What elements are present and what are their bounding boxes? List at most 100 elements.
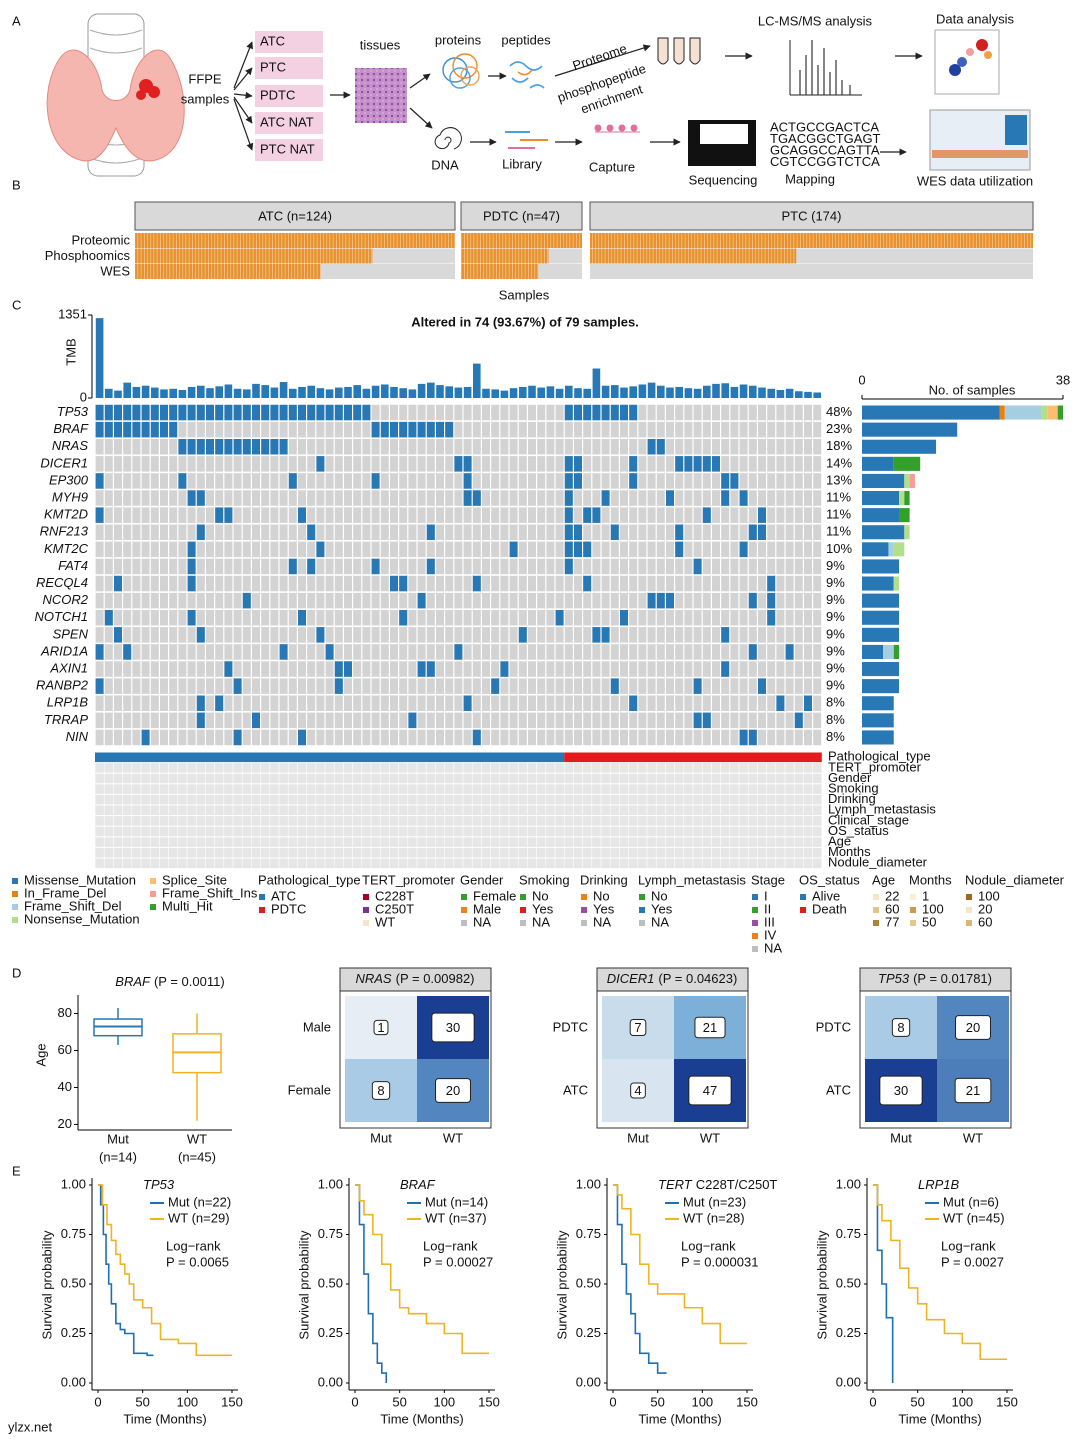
empty-cell [804,439,812,455]
track-cell [380,858,390,869]
track-cell [380,847,390,858]
track-cell [785,826,794,837]
legend-swatch [752,946,758,952]
track-cell [500,805,509,816]
empty-cell [150,592,159,609]
track-cell [132,805,141,816]
empty-cell [629,421,638,438]
empty-cell [150,524,159,540]
tmb-bar [583,388,591,398]
empty-cell [224,490,233,506]
y-tick-label: 1.00 [836,1176,861,1191]
track-cell [500,847,509,858]
track-cell [141,773,150,784]
empty-cell [730,404,739,421]
empty-cell [178,456,187,472]
legend-title: Gender [460,872,504,887]
track-cell [435,763,445,773]
mutation-cell [187,541,196,558]
track-cell [693,805,702,816]
track-cell [518,816,528,826]
gene-label: SPEN [53,626,89,641]
mutation-cell [233,729,242,746]
empty-cell [141,678,150,694]
legend-title: Smoking [519,872,570,887]
mutation-cell [307,404,316,421]
plot-title: TP53 [143,1177,175,1192]
empty-cell [187,627,196,643]
track-cell [371,816,380,826]
coverage-bar [461,233,582,248]
track-cell [573,805,583,816]
track-cell [417,794,426,805]
empty-cell [472,558,481,575]
track-cell [288,763,298,773]
survival-curve [873,1184,894,1383]
track-cell [297,784,307,794]
empty-cell [408,661,417,677]
mutation-cell [702,507,711,523]
track-cell [720,847,730,858]
empty-cell [196,644,205,660]
track-cell [288,858,298,869]
row-label: PDTC [553,1019,588,1034]
mutation-cell [620,610,628,626]
empty-cell [123,610,132,626]
empty-cell [150,729,159,746]
track-cell [555,837,564,847]
empty-cell [500,712,509,729]
empty-cell [748,456,757,472]
empty-cell [95,610,104,626]
tmb-bar [105,388,113,398]
empty-cell [307,644,316,660]
empty-cell [288,490,297,506]
track-cell [454,816,463,826]
empty-cell [344,439,352,455]
empty-cell [601,558,610,575]
tmb-bar [528,385,536,398]
sample-count-bar [893,456,921,471]
empty-cell [344,729,352,746]
legend-label: 77 [885,914,899,929]
track-label: Lymph_metastasis [828,802,936,817]
track-cell [619,816,629,826]
track-cell [95,763,104,773]
track-cell [665,805,675,816]
track-cell [168,794,178,805]
empty-cell [500,541,509,558]
empty-cell [408,695,417,711]
empty-cell [647,695,656,711]
mutation-cell [620,404,628,421]
empty-cell [270,695,279,711]
track-cell [316,805,325,816]
gene-percent: 23% [826,421,852,436]
empty-cell [629,661,638,677]
tmb-tick-label: 1351 [58,306,87,321]
empty-cell [638,541,647,558]
track-cell [766,794,776,805]
track-cell [812,805,822,816]
track-cell [352,847,362,858]
empty-cell [132,644,141,660]
empty-cell [123,524,132,540]
empty-cell [555,558,564,575]
track-cell [297,816,307,826]
empty-cell [123,592,132,609]
empty-cell [702,524,711,540]
track-cell [260,837,270,847]
mutation-cell [123,644,132,660]
empty-cell [574,712,582,729]
empty-cell [307,575,316,592]
empty-cell [196,575,205,592]
empty-cell [114,678,122,694]
track-cell [306,826,316,837]
empty-cell [426,490,435,506]
track-cell [573,794,583,805]
empty-cell [592,421,601,438]
y-tick-label: 0.00 [318,1374,343,1389]
empty-cell [316,592,325,609]
track-cell [454,763,463,773]
mutation-cell [95,473,104,489]
empty-cell [362,575,371,592]
mutation-cell [583,541,592,558]
